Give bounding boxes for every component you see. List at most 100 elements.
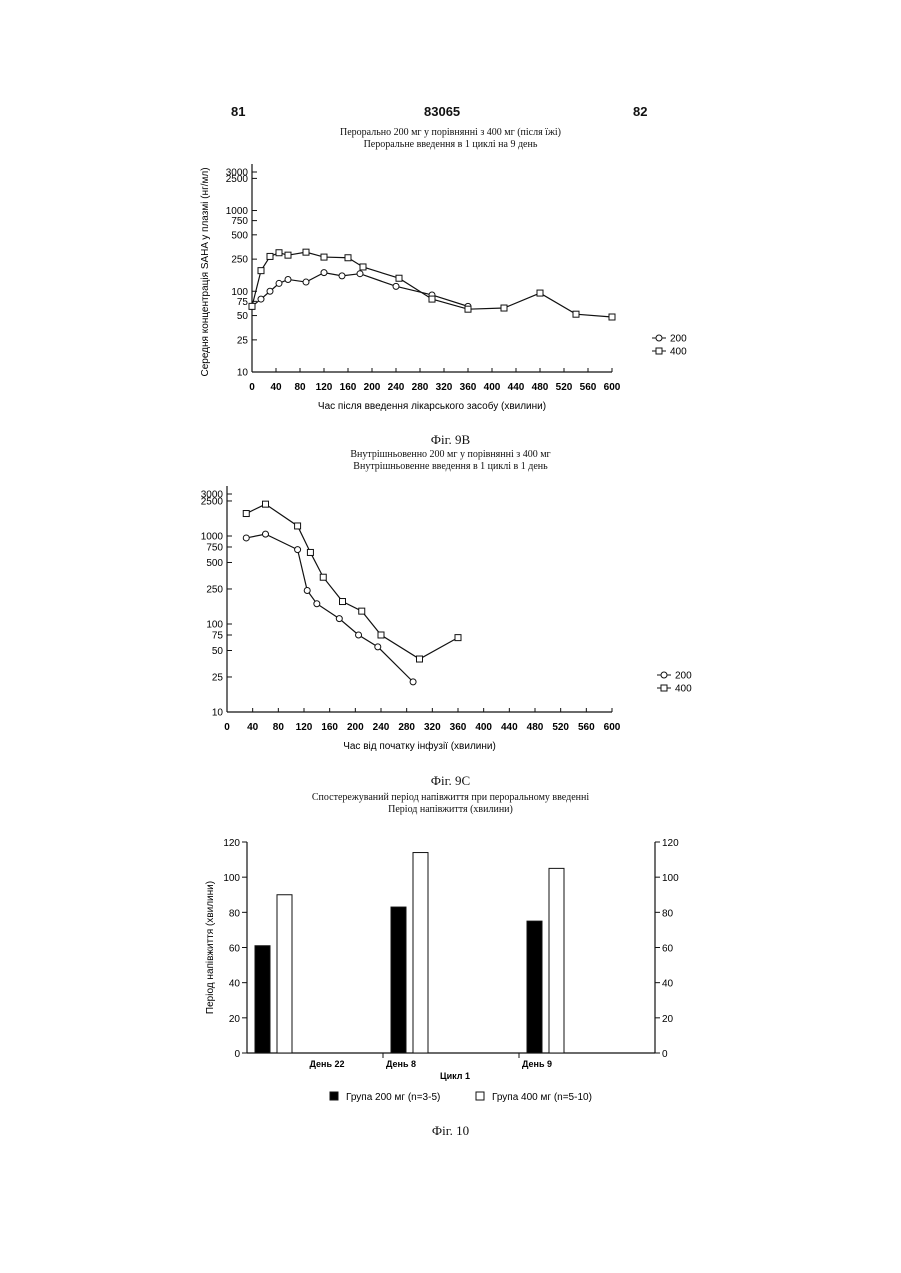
chart2-title: Внутрішньовенно 200 мг у порівнянні з 40… [0,449,901,461]
c1-point-200 [303,279,309,285]
c1-x-tick-label: 40 [270,382,282,393]
c2-point-400 [340,599,346,605]
c1-point-400 [429,296,435,302]
c1-point-200 [357,271,363,277]
c2-point-400 [243,511,249,517]
c3-y-tick-label-right: 120 [662,838,679,849]
c2-y-tick-label: 500 [206,558,223,569]
c2-y-tick-label: 100 [206,619,223,630]
c1-x-tick-label: 120 [316,382,333,393]
c2-x-tick-label: 440 [501,722,518,733]
c1-legend-label-200: 200 [670,334,687,345]
c2-legend-marker-400 [661,685,667,691]
c2-x-tick-label: 520 [552,722,569,733]
c2-point-200 [336,616,342,622]
c1-point-400 [249,303,255,309]
c2-x-tick-label: 120 [296,722,313,733]
c1-y-tick-label: 50 [237,311,249,322]
c1-point-400 [321,254,327,260]
c1-point-400 [396,275,402,281]
c2-point-200 [243,535,249,541]
c3-y-tick-label-right: 0 [662,1049,668,1060]
c2-point-200 [410,679,416,685]
c3-y-tick-label-left: 100 [223,873,240,884]
c2-legend-marker-200 [661,672,667,678]
c1-x-tick-label: 280 [412,382,429,393]
figure-label-9c: Фіг. 9С [0,775,901,787]
c2-y-tick-label: 10 [212,708,224,719]
c1-point-400 [285,252,291,258]
c1-legend-marker-200 [656,335,662,341]
c1-point-200 [321,270,327,276]
c1-point-400 [360,264,366,270]
chart3-title: Спостережуваний період напівжиття при пе… [0,792,901,804]
c3-y-tick-label-left: 0 [234,1049,240,1060]
c2-legend-label-400: 400 [675,684,692,695]
c1-x-tick-label: 520 [556,382,573,393]
c1-point-200 [393,283,399,289]
c3-y-tick-label-left: 80 [229,908,241,919]
c1-point-400 [345,255,351,261]
c1-point-400 [537,290,543,296]
c1-point-400 [276,250,282,256]
c2-point-400 [378,632,384,638]
c1-point-200 [339,273,345,279]
c2-x-tick-label: 320 [424,722,441,733]
c1-y-tick-label: 500 [231,230,248,241]
c1-y-axis-label: Середня концентрація SAHA у плазмі (нг/м… [200,167,211,376]
c1-point-200 [276,280,282,286]
c2-x-tick-label: 360 [450,722,467,733]
c1-x-tick-label: 400 [484,382,501,393]
c2-x-tick-label: 240 [373,722,390,733]
c2-point-400 [307,549,313,555]
c2-series-line-200 [246,534,413,682]
c3-y-tick-label-left: 120 [223,838,240,849]
c2-x-tick-label: 80 [273,722,285,733]
c1-y-tick-label: 25 [237,335,249,346]
c1-point-400 [609,314,615,320]
c1-y-tick-label: 1000 [226,206,249,217]
c1-y-tick-label: 3000 [226,168,249,179]
c1-series-line-200 [252,273,468,307]
c2-point-200 [263,531,269,537]
chart-oral-concentration: 1025507510025050075010002500300004080120… [0,0,901,1273]
c2-y-tick-label: 3000 [201,490,224,501]
c3-legend-swatch [330,1092,338,1100]
c2-point-400 [263,501,269,507]
c2-y-tick-label: 750 [206,542,223,553]
c1-x-tick-label: 240 [388,382,405,393]
c2-series-line-400 [246,504,458,659]
c2-x-tick-label: 0 [224,722,230,733]
c3-bar [277,895,292,1053]
c3-y-tick-label-right: 80 [662,908,674,919]
c1-point-400 [465,306,471,312]
c1-point-400 [303,249,309,255]
c2-point-200 [356,632,362,638]
c2-x-tick-label: 600 [604,722,621,733]
c3-category-label: День 22 [309,1059,344,1069]
c3-bar [255,946,270,1053]
c2-x-axis-label: Час від початку інфузії (хвилини) [343,740,496,752]
c1-y-tick-label: 10 [237,368,249,379]
c3-bar [391,907,406,1053]
c3-x-axis-label: Цикл 1 [440,1071,470,1081]
c3-y-tick-label-left: 20 [229,1014,241,1025]
patent-page: 81 83065 82 Перорально 200 мг у порівнян… [0,0,901,1273]
c1-x-tick-label: 200 [364,382,381,393]
c1-y-tick-label: 75 [237,297,249,308]
c3-category-label: День 8 [386,1059,416,1069]
c2-y-tick-label: 25 [212,672,224,683]
figure-label-10: Фіг. 10 [0,1125,901,1137]
chart3-subtitle: Період напівжиття (хвилини) [0,804,901,816]
c1-x-tick-label: 360 [460,382,477,393]
c1-point-400 [501,305,507,311]
c2-y-tick-label: 250 [206,584,223,595]
c2-point-200 [304,588,310,594]
c2-y-tick-label: 50 [212,646,224,657]
c3-y-tick-label-left: 60 [229,944,241,955]
c1-point-400 [258,268,264,274]
c1-x-tick-label: 0 [249,382,255,393]
c3-legend-label: Група 200 мг (n=3-5) [346,1092,440,1103]
c1-point-200 [258,296,264,302]
c2-point-400 [295,523,301,529]
